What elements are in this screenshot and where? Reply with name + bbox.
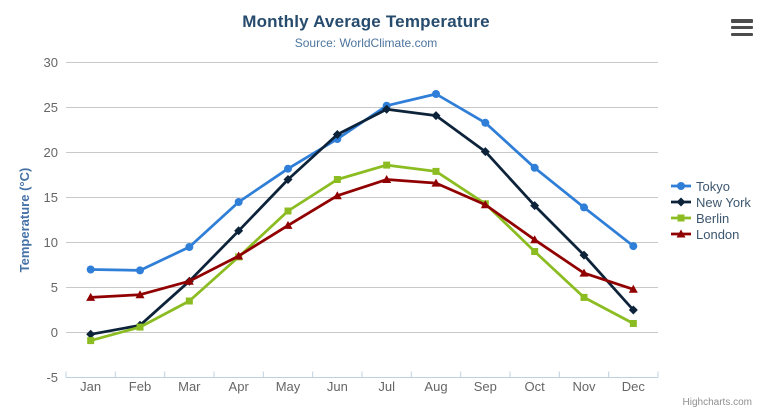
series-tokyo xyxy=(86,90,638,275)
series-line-new-york xyxy=(89,107,635,336)
point-tokyo-jan[interactable] xyxy=(86,265,95,274)
y-axis-tick-label: 10 xyxy=(44,235,58,250)
x-axis-tick-label: Apr xyxy=(229,379,250,394)
point-new-york-jun[interactable] xyxy=(332,130,342,139)
y-axis-tick-label: -5 xyxy=(46,370,58,385)
hamburger-bar xyxy=(731,32,753,36)
point-tokyo-apr[interactable] xyxy=(234,198,243,206)
legend-marker-diamond-icon xyxy=(671,197,691,207)
point-london-apr[interactable] xyxy=(234,251,244,260)
series-line-london xyxy=(89,178,635,299)
legend-marker-shape[interactable] xyxy=(677,182,685,190)
chart-subtitle: Source: WorldClimate.com xyxy=(294,36,438,50)
point-berlin-jan[interactable] xyxy=(87,337,95,345)
point-london-oct[interactable] xyxy=(530,235,540,244)
point-london-mar[interactable] xyxy=(184,276,194,285)
point-london-jun[interactable] xyxy=(332,191,342,200)
point-new-york-jan[interactable] xyxy=(86,329,96,339)
series-london xyxy=(86,175,638,301)
legend-marker-square-icon xyxy=(671,214,691,222)
x-axis-tick-label: Mar xyxy=(178,379,201,394)
y-axis-tick-label: 30 xyxy=(44,55,58,70)
legend-marker-circle-icon xyxy=(671,182,691,190)
point-new-york-dec[interactable] xyxy=(628,305,638,315)
point-berlin-aug[interactable] xyxy=(432,167,440,175)
point-new-york-aug[interactable] xyxy=(431,111,441,121)
point-tokyo-aug[interactable] xyxy=(432,90,440,98)
point-tokyo-sep[interactable] xyxy=(481,118,490,127)
legend-item-new-york[interactable]: New York xyxy=(671,194,751,210)
legend-label-tokyo: Tokyo xyxy=(696,178,730,194)
y-axis-tick-label: 5 xyxy=(51,280,58,295)
point-new-york-oct[interactable] xyxy=(530,201,540,211)
legend-marker-triangle-icon xyxy=(671,229,691,238)
point-new-york-may[interactable] xyxy=(283,175,293,184)
x-axis-tick-label: Oct xyxy=(525,379,546,394)
point-tokyo-may[interactable] xyxy=(284,164,292,173)
y-axis-title: Temperature (°C) xyxy=(17,168,32,273)
legend-item-berlin[interactable]: Berlin xyxy=(671,210,751,226)
x-axis-tick-label: Sep xyxy=(474,379,497,394)
legend-marker-shape[interactable] xyxy=(676,197,686,207)
y-axis-tick-label: 15 xyxy=(44,190,58,205)
export-menu-hamburger-icon[interactable] xyxy=(731,19,753,36)
point-new-york-sep[interactable] xyxy=(480,147,490,157)
legend: Tokyo New York Berlin London xyxy=(671,178,751,242)
legend-marker-shape[interactable] xyxy=(677,214,685,222)
legend-item-london[interactable]: London xyxy=(671,226,751,242)
point-berlin-jul[interactable] xyxy=(383,161,391,169)
x-axis-tick-label: Jan xyxy=(80,379,101,394)
point-london-dec[interactable] xyxy=(628,284,638,293)
point-berlin-nov[interactable] xyxy=(580,293,588,301)
point-berlin-mar[interactable] xyxy=(185,297,193,305)
x-axis-tick-label: Jul xyxy=(378,379,395,394)
y-axis-tick-label: 25 xyxy=(44,100,58,115)
x-axis-tick-label: Aug xyxy=(424,379,447,394)
hamburger-bar xyxy=(731,19,753,23)
point-london-nov[interactable] xyxy=(579,268,589,277)
point-london-jul[interactable] xyxy=(382,175,392,183)
point-london-sep[interactable] xyxy=(480,200,490,209)
point-london-aug[interactable] xyxy=(431,178,441,187)
point-berlin-may[interactable] xyxy=(284,207,292,215)
point-london-jan[interactable] xyxy=(86,292,96,301)
x-axis-tick-label: May xyxy=(276,379,301,394)
x-axis-tick-label: Nov xyxy=(572,379,596,394)
legend-marker-shape[interactable] xyxy=(676,229,686,238)
hamburger-bar xyxy=(731,25,753,30)
point-tokyo-nov[interactable] xyxy=(580,203,588,212)
point-tokyo-feb[interactable] xyxy=(136,266,144,275)
series-line-berlin xyxy=(89,163,635,342)
point-london-may[interactable] xyxy=(283,220,293,229)
point-new-york-apr[interactable] xyxy=(234,226,244,236)
x-axis-tick-label: Jun xyxy=(327,379,348,394)
highcharts-credit-link[interactable]: Highcharts.com xyxy=(682,397,752,408)
series-new-york xyxy=(86,104,638,339)
point-tokyo-mar[interactable] xyxy=(185,243,194,251)
legend-label-berlin: Berlin xyxy=(696,210,730,226)
point-berlin-dec[interactable] xyxy=(629,320,637,327)
point-new-york-jul[interactable] xyxy=(382,104,392,114)
point-london-feb[interactable] xyxy=(135,290,145,299)
point-tokyo-dec[interactable] xyxy=(629,242,638,251)
x-axis-tick-label: Feb xyxy=(129,379,151,394)
legend-item-tokyo[interactable]: Tokyo xyxy=(671,178,751,194)
y-axis-tick-label: 20 xyxy=(44,145,58,160)
x-axis-tick-label: Dec xyxy=(622,379,646,394)
legend-label-london: London xyxy=(696,226,740,242)
chart-title: Monthly Average Temperature xyxy=(242,12,490,31)
point-berlin-feb[interactable] xyxy=(136,323,144,331)
y-axis-tick-label: 0 xyxy=(51,325,58,340)
point-berlin-oct[interactable] xyxy=(531,248,539,255)
point-tokyo-oct[interactable] xyxy=(530,163,539,172)
legend-label-new-york: New York xyxy=(696,194,751,210)
point-berlin-jun[interactable] xyxy=(333,176,341,183)
point-new-york-nov[interactable] xyxy=(579,250,589,260)
